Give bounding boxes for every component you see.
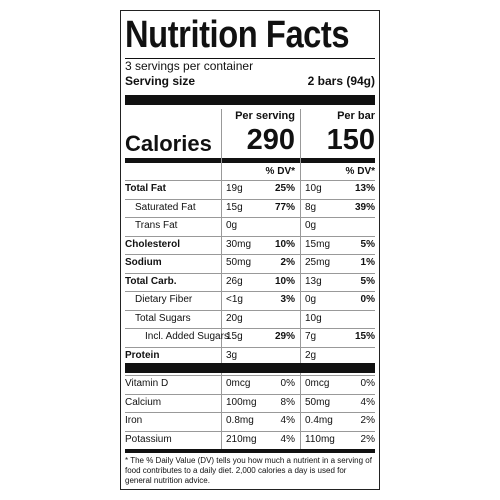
amount: 0mcg xyxy=(226,378,251,389)
daily-value: 5% xyxy=(360,275,375,287)
daily-value: 0% xyxy=(360,294,375,305)
amount: 26g xyxy=(226,275,243,287)
amount: 2g xyxy=(305,349,317,361)
dv-header: % DV* xyxy=(345,166,375,177)
amount: 15g xyxy=(226,201,243,213)
daily-value: 4% xyxy=(280,433,295,445)
nutrient-name: Potassium xyxy=(125,433,172,445)
daily-value: 13% xyxy=(354,183,375,194)
daily-value: 2% xyxy=(360,433,375,445)
daily-value: 0% xyxy=(280,378,295,389)
daily-value: 3% xyxy=(280,294,295,305)
row-line xyxy=(125,198,375,200)
nutrient-name: Total Carb. xyxy=(125,275,177,287)
amount: 110mg xyxy=(305,433,335,445)
amount: 20g xyxy=(226,312,243,324)
row-line xyxy=(125,217,375,218)
row-line xyxy=(125,328,375,329)
nutrient-name: Dietary Fiber xyxy=(135,294,193,305)
calories-value: 290 xyxy=(246,124,295,156)
amount: 50mg xyxy=(305,396,331,408)
amount: 0mcg xyxy=(305,378,330,389)
amount: 0.4mg xyxy=(305,415,333,426)
nutrient-name: Sodium xyxy=(125,257,162,268)
nutrient-name: Protein xyxy=(125,349,160,361)
daily-value: 15% xyxy=(354,331,375,342)
daily-value: 25% xyxy=(274,183,295,194)
daily-value: 2% xyxy=(360,415,375,426)
amount: 210mg xyxy=(226,433,257,445)
row-line xyxy=(125,272,375,274)
nutrient-name: Calcium xyxy=(125,396,162,408)
row-line xyxy=(125,309,375,311)
nutrient-name: Iron xyxy=(125,415,143,426)
amount: 10g xyxy=(305,183,322,194)
daily-value: 1% xyxy=(360,257,375,268)
daily-value: 10% xyxy=(274,238,295,250)
amount: <1g xyxy=(226,294,243,305)
dv-header: % DV* xyxy=(265,166,295,177)
daily-value: 0% xyxy=(360,378,375,389)
column-header: Per serving xyxy=(235,110,295,122)
daily-value: 5% xyxy=(360,238,375,250)
calories-label: Calories xyxy=(125,131,212,156)
amount: 8g xyxy=(305,201,317,213)
amount: 10g xyxy=(305,312,322,324)
amount: 30mg xyxy=(226,238,252,250)
amount: 19g xyxy=(226,183,243,194)
amount: 15mg xyxy=(305,238,331,250)
servings: 3 servings per container xyxy=(125,59,254,73)
nutrient-name: Cholesterol xyxy=(125,238,181,250)
nutrient-name: Saturated Fat xyxy=(135,201,196,213)
row-line xyxy=(125,412,375,413)
row-line xyxy=(125,375,375,376)
nutrient-name: Trans Fat xyxy=(135,220,178,231)
column-divider xyxy=(221,109,222,449)
row-line xyxy=(125,235,375,237)
footnote: * The % Daily Value (DV) tells you how m… xyxy=(125,456,372,485)
daily-value: 10% xyxy=(274,275,295,287)
row-line xyxy=(125,254,375,255)
amount: 25mg xyxy=(305,257,331,268)
row-line xyxy=(125,430,375,432)
row-line xyxy=(125,346,375,348)
amount: 100mg xyxy=(226,396,257,408)
daily-value: 39% xyxy=(354,201,375,213)
nutrient-name: Vitamin D xyxy=(125,378,169,389)
amount: 7g xyxy=(305,331,317,342)
daily-value: 4% xyxy=(280,415,295,426)
amount: 50mg xyxy=(226,257,252,268)
daily-value: 29% xyxy=(274,331,295,342)
calories-value: 150 xyxy=(326,124,375,156)
amount: 3g xyxy=(226,349,238,361)
amount: 0g xyxy=(226,220,238,231)
amount: 0.8mg xyxy=(226,415,254,426)
nutrient-name: Total Fat xyxy=(125,183,166,194)
amount: 0g xyxy=(305,294,317,305)
divider xyxy=(125,95,375,105)
row-line xyxy=(125,291,375,292)
nutrient-name: Total Sugars xyxy=(135,312,191,324)
row-line xyxy=(125,393,375,395)
column-header: Per bar xyxy=(337,110,375,122)
daily-value: 8% xyxy=(280,396,295,408)
row-line xyxy=(125,180,375,181)
amount: 15g xyxy=(226,331,243,342)
amount: 0g xyxy=(305,220,317,231)
nutrient-name: Incl. Added Sugars xyxy=(145,331,229,342)
serving-size-value: 2 bars (94g) xyxy=(307,74,375,88)
daily-value: 77% xyxy=(274,201,295,213)
divider xyxy=(125,158,375,163)
nutrition-label: Nutrition Facts 3 servings per container… xyxy=(120,10,380,490)
divider xyxy=(125,449,375,453)
title: Nutrition Facts xyxy=(125,14,350,56)
column-divider xyxy=(300,109,301,449)
daily-value: 4% xyxy=(360,396,375,408)
serving-size-label: Serving size xyxy=(125,74,196,88)
divider xyxy=(125,363,375,373)
amount: 13g xyxy=(305,275,322,287)
daily-value: 2% xyxy=(280,257,295,268)
